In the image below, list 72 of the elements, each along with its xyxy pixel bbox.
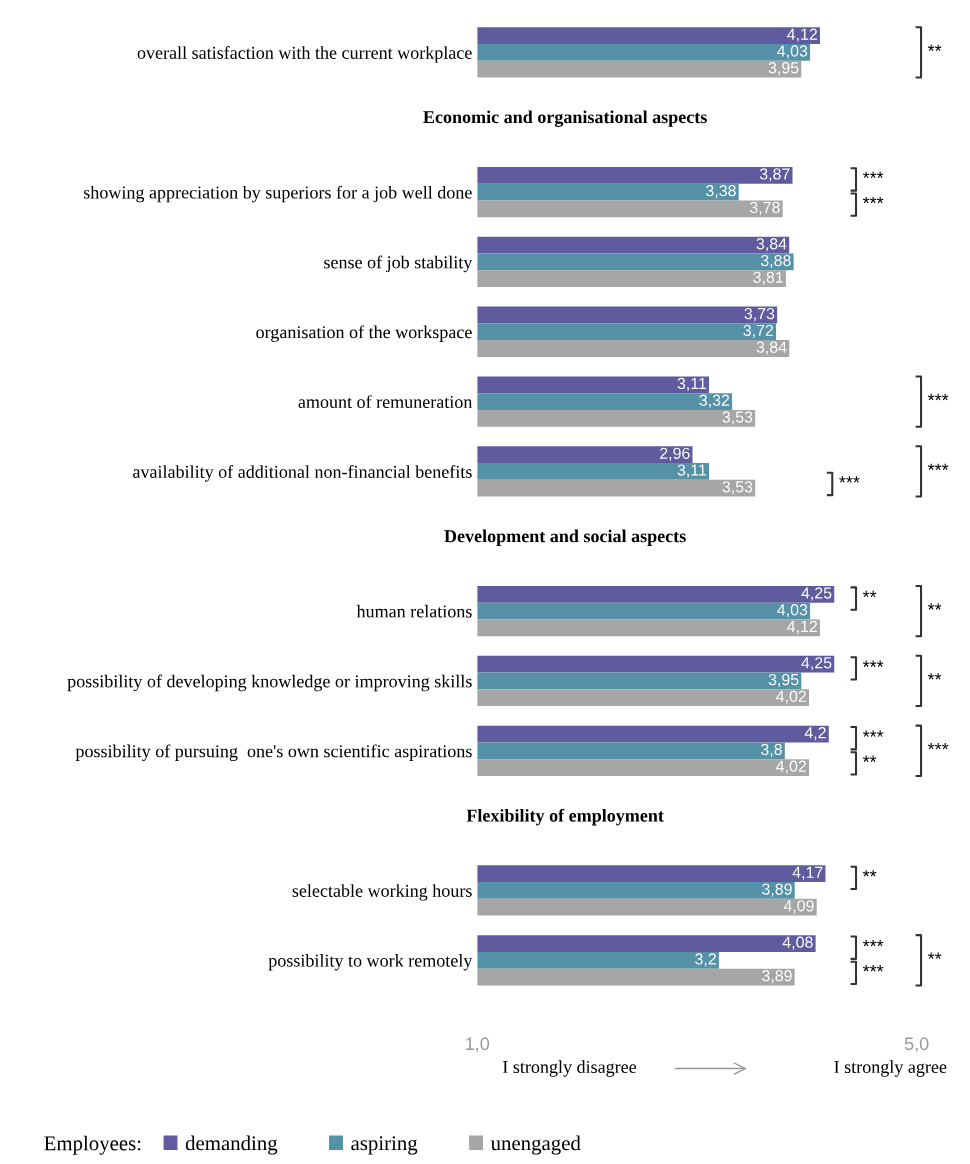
data-label: 4,12 bbox=[787, 28, 817, 42]
data-label: 3,38 bbox=[706, 185, 736, 199]
annotation: *** bbox=[862, 171, 884, 179]
data-label: 3,73 bbox=[744, 307, 775, 322]
annotation: ** bbox=[862, 755, 877, 762]
data-label: 3,89 bbox=[762, 970, 792, 984]
text: *** bbox=[927, 743, 949, 750]
x-tick-label: 1,0 bbox=[466, 1037, 490, 1053]
data-label: 2,96 bbox=[660, 447, 690, 461]
text: ** bbox=[927, 673, 942, 680]
data-label: 3,81 bbox=[753, 271, 783, 285]
x-tick-label: 5,0 bbox=[904, 1037, 929, 1053]
legend-label: demanding bbox=[185, 1135, 278, 1155]
data-label: 4,12 bbox=[787, 620, 817, 635]
y-tick-label: possibility of developing knowledge or improving skills bbox=[67, 674, 472, 692]
data-label: 4,02 bbox=[776, 760, 806, 774]
data-label: 3,95 bbox=[768, 62, 799, 76]
data-label: 3,32 bbox=[699, 394, 730, 408]
text: I strongly disagree bbox=[502, 1060, 637, 1077]
text: ** bbox=[927, 952, 942, 959]
data-label: 3,11 bbox=[677, 377, 707, 391]
y-tick-label: sense of job stability bbox=[324, 255, 473, 273]
text: I strongly agree bbox=[834, 1060, 947, 1077]
data-label: 3,78 bbox=[749, 201, 780, 215]
data-label: 4,17 bbox=[792, 866, 823, 880]
y-tick-label: Economic and organisational aspects bbox=[423, 110, 707, 127]
y-tick-label: possibility of pursuing one's own scientific aspirations bbox=[75, 744, 472, 762]
data-label: 3,84 bbox=[756, 341, 787, 355]
data-label: 3,53 bbox=[722, 481, 753, 495]
annotation: *** bbox=[862, 730, 884, 737]
data-label: 4,2 bbox=[804, 727, 826, 741]
annotation: ** bbox=[862, 870, 877, 877]
data-label: 3,87 bbox=[759, 168, 790, 182]
y-tick-label: availability of additional non-financial benefits bbox=[133, 465, 472, 482]
legend-label: aspiring bbox=[351, 1136, 418, 1155]
annotation: *** bbox=[862, 939, 884, 947]
y-tick-label: Flexibility of employment bbox=[466, 808, 664, 826]
data-label: 4,02 bbox=[776, 690, 806, 704]
data-label: 3,89 bbox=[762, 883, 792, 897]
data-label: 4,25 bbox=[801, 657, 832, 671]
y-tick-label: showing appreciation by superiors for a job well done bbox=[84, 185, 472, 203]
y-tick-label: human relations bbox=[356, 604, 472, 618]
data-label: 4,03 bbox=[777, 604, 808, 618]
annotation: *** bbox=[862, 660, 884, 667]
y-tick-label: selectable working hours bbox=[292, 884, 472, 901]
data-label: 3,11 bbox=[677, 464, 707, 478]
legend-title: Employees: bbox=[44, 1135, 141, 1155]
annotation: *** bbox=[862, 965, 884, 972]
text: ** bbox=[927, 44, 942, 51]
data-label: 3,95 bbox=[768, 673, 799, 688]
y-tick-label: overall satisfaction with the current workplace bbox=[137, 46, 472, 63]
data-label: 3,84 bbox=[756, 238, 787, 252]
data-label: 3,8 bbox=[761, 743, 782, 757]
y-tick-label: organisation of the workspace bbox=[256, 325, 472, 342]
annotation: *** bbox=[839, 476, 860, 483]
data-label: 4,25 bbox=[801, 587, 832, 601]
data-label: 3,2 bbox=[695, 953, 716, 967]
data-label: 4,09 bbox=[783, 900, 814, 914]
data-label: 3,53 bbox=[722, 411, 753, 425]
text: ** bbox=[927, 603, 942, 610]
data-label: 3,72 bbox=[743, 324, 774, 338]
y-tick-label: possibility to work remotely bbox=[268, 954, 473, 971]
data-label: 4,03 bbox=[777, 45, 808, 59]
data-label: 3,88 bbox=[760, 254, 791, 269]
y-tick-label: Development and social aspects bbox=[444, 529, 686, 546]
annotation: *** bbox=[862, 196, 884, 204]
annotation: ** bbox=[862, 590, 877, 598]
y-tick-label: amount of remuneration bbox=[298, 395, 473, 409]
text: *** bbox=[927, 393, 949, 401]
legend-label: unengaged bbox=[490, 1135, 581, 1155]
data-label: 4,08 bbox=[782, 936, 813, 950]
text: *** bbox=[927, 463, 949, 471]
